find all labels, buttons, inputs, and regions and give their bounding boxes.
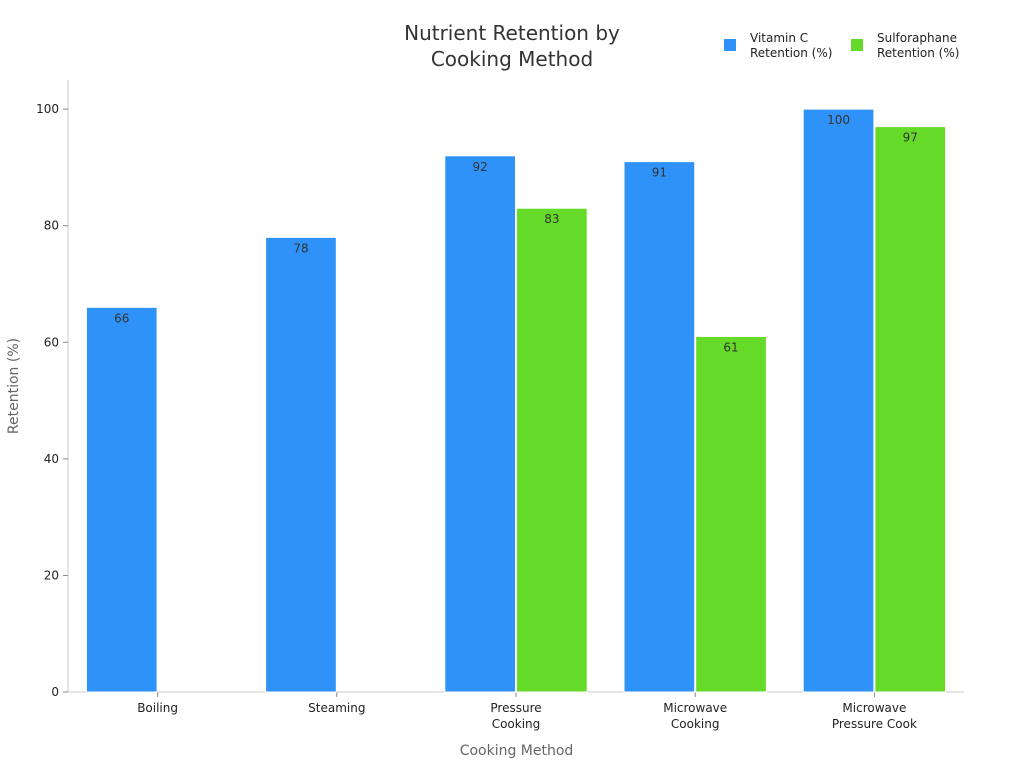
x-axis-title: Cooking Method xyxy=(460,743,574,759)
x-tick-label: Pressure xyxy=(490,701,541,715)
legend-swatch xyxy=(851,39,863,51)
bar xyxy=(265,236,337,693)
legend-label: Vitamin C xyxy=(750,31,808,45)
x-tick-label: Cooking xyxy=(671,717,720,731)
bar xyxy=(695,335,767,693)
legend-label: Retention (%) xyxy=(877,46,959,60)
data-label: 92 xyxy=(473,160,488,174)
chart-title-line: Cooking Method xyxy=(431,47,593,71)
data-label: 83 xyxy=(544,212,559,226)
x-tick-label: Microwave xyxy=(663,701,727,715)
y-tick-label: 40 xyxy=(44,452,59,466)
data-label: 100 xyxy=(827,113,850,127)
data-labels: 66 78 92 83 91 61 100 97 xyxy=(114,113,918,354)
axes: 0 20 40 60 80 100 Retention (%) Cooking Method B… xyxy=(6,80,964,759)
bar xyxy=(516,207,588,693)
chart-title-line: Nutrient Retention by xyxy=(404,21,620,45)
y-tick-label: 20 xyxy=(44,568,59,582)
bar xyxy=(874,126,947,693)
data-label: 61 xyxy=(723,340,738,354)
bar xyxy=(802,108,875,693)
data-label: 97 xyxy=(903,131,918,145)
x-tick-label: Cooking xyxy=(492,717,541,731)
x-tick-label: Boiling xyxy=(137,701,178,715)
bar xyxy=(623,161,696,693)
bar xyxy=(444,155,517,693)
y-tick-label: 60 xyxy=(44,335,59,349)
y-tick-label: 100 xyxy=(36,102,59,116)
bars xyxy=(85,108,947,693)
y-tick-label: 0 xyxy=(51,685,59,699)
x-tick-label: Steaming xyxy=(308,701,365,715)
data-label: 91 xyxy=(652,166,667,180)
x-tick-label: Microwave xyxy=(842,701,906,715)
data-label: 66 xyxy=(114,311,129,325)
x-tick-label: Pressure Cook xyxy=(832,717,917,731)
y-axis-title: Retention (%) xyxy=(6,338,22,434)
bar xyxy=(85,306,158,693)
legend-label: Sulforaphane xyxy=(877,31,957,45)
y-tick-label: 80 xyxy=(44,219,59,233)
legend-swatch xyxy=(724,39,736,51)
data-label: 78 xyxy=(293,241,308,255)
legend-label: Retention (%) xyxy=(750,46,832,60)
